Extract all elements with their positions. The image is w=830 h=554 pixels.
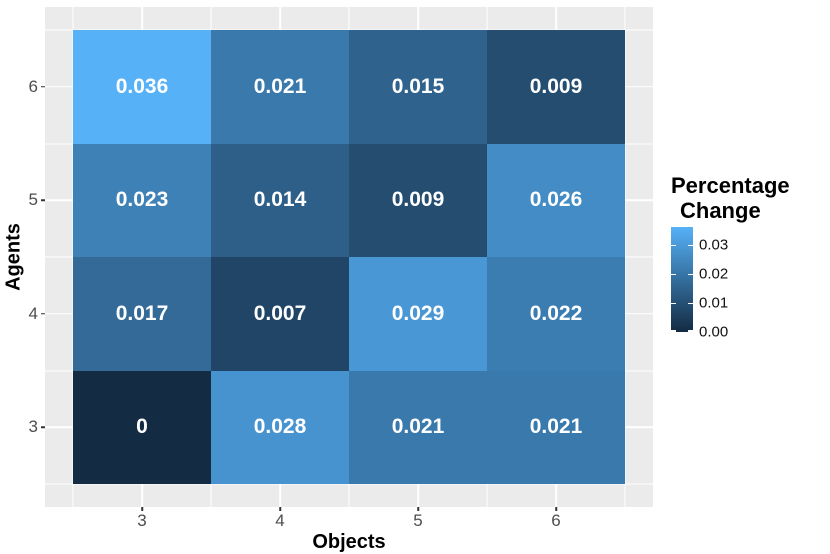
gridline-minor-v <box>624 7 626 507</box>
heatmap-cell-value: 0.007 <box>253 301 307 325</box>
x-tick-label: 6 <box>551 511 561 530</box>
heatmap-cell: 0.021 <box>211 30 349 144</box>
heatmap-tiles: 0.036 0.021 0.015 0.009 0.023 0.014 0.009 0.026… <box>73 30 625 484</box>
x-tick-mark <box>141 507 143 511</box>
y-tick-label: 3 <box>28 417 38 437</box>
heatmap-cell-value: 0.023 <box>115 188 169 212</box>
legend-title: Percentage Change <box>671 173 826 223</box>
heatmap-cell: 0.021 <box>487 370 625 484</box>
heatmap-cell-value: 0.015 <box>391 74 445 98</box>
legend-title-line1: Percentage <box>671 173 790 198</box>
heatmap-cell-value: 0.009 <box>529 74 583 98</box>
heatmap-cell: 0.022 <box>487 257 625 371</box>
colorbar-tick <box>671 330 676 332</box>
heatmap-cell-value: 0.028 <box>253 415 307 439</box>
heatmap-cell-value: 0.021 <box>253 74 307 98</box>
heatmap-cell: 0.015 <box>349 30 487 144</box>
y-tick-label: 4 <box>28 303 38 323</box>
heatmap-cell: 0.023 <box>73 143 211 257</box>
y-tick-mark <box>41 426 45 428</box>
y-tick-label: 6 <box>28 76 38 96</box>
legend-title-line2: Change <box>680 198 761 223</box>
legend-tick-label: 0.03 <box>699 236 729 253</box>
heatmap-cell-value: 0.009 <box>391 188 445 212</box>
heatmap-cell: 0.007 <box>211 257 349 371</box>
legend-tick-label: 0.02 <box>699 265 729 283</box>
legend: Percentage Change 0.03 0.02 0.01 0.00 <box>671 173 826 341</box>
heatmap-cell: 0.009 <box>349 143 487 257</box>
heatmap-cell-value: 0 <box>136 415 148 439</box>
x-tick-label: 5 <box>413 511 423 530</box>
legend-colorbar <box>671 227 693 332</box>
heatmap-cell: 0.014 <box>211 143 349 257</box>
y-tick-mark <box>41 199 45 201</box>
heatmap-cell-value: 0.017 <box>115 301 169 325</box>
x-axis-title: Objects <box>312 531 386 553</box>
y-tick-mark <box>41 313 45 315</box>
heatmap-cell-value: 0.022 <box>529 301 583 325</box>
heatmap-cell: 0.026 <box>487 143 625 257</box>
y-tick-mark <box>41 86 45 88</box>
colorbar-tick <box>688 302 693 305</box>
legend-tick-label: 0.00 <box>699 323 729 341</box>
heatmap-cell: 0 <box>73 370 211 484</box>
colorbar-tick <box>671 273 676 276</box>
colorbar-tick <box>688 330 693 332</box>
heatmap-cell: 0.017 <box>73 257 211 371</box>
colorbar-tick <box>688 244 693 247</box>
colorbar-tick <box>671 244 676 247</box>
heatmap-cell-value: 0.021 <box>391 415 445 439</box>
heatmap-cell: 0.009 <box>487 30 625 144</box>
colorbar-tick <box>671 302 676 305</box>
heatmap-cell-value: 0.014 <box>253 188 307 212</box>
x-tick-mark <box>279 507 281 511</box>
heatmap-cell: 0.021 <box>349 370 487 484</box>
gridline-minor-h <box>45 483 653 485</box>
colorbar-tick <box>688 273 693 276</box>
y-axis-title: Agents <box>2 223 25 291</box>
heatmap-cell: 0.028 <box>211 370 349 484</box>
x-tick-label: 3 <box>137 511 147 530</box>
x-tick-mark <box>555 507 557 511</box>
heatmap-cell-value: 0.026 <box>529 188 583 212</box>
y-tick-label: 5 <box>28 190 38 210</box>
heatmap-cell: 0.029 <box>349 257 487 371</box>
x-tick-label: 4 <box>275 511 285 530</box>
heatmap-cell-value: 0.021 <box>529 415 583 439</box>
heatmap-cell-value: 0.029 <box>391 301 445 325</box>
plot-panel: 0.036 0.021 0.015 0.009 0.023 0.014 0.009 0.026… <box>45 7 653 507</box>
heatmap-cell: 0.036 <box>73 30 211 144</box>
heatmap-cell-value: 0.036 <box>115 74 169 98</box>
legend-tick-label: 0.01 <box>699 294 729 312</box>
x-tick-mark <box>417 507 419 511</box>
